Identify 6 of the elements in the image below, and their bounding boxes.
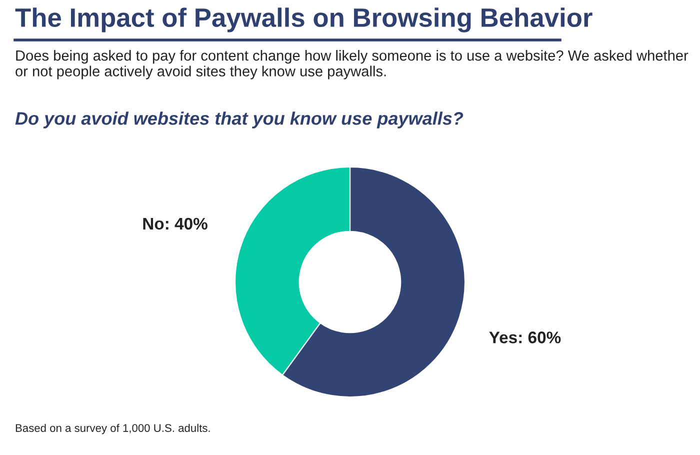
chart-title: The Impact of Paywalls on Browsing Behavior bbox=[15, 8, 592, 32]
slice-label: No: 40% bbox=[143, 218, 208, 230]
chart-subtitle: Does being asked to pay for content change how likely someone is to use a website? We asked whether or not people actively avoid sites they know use paywalls. bbox=[16, 50, 688, 80]
text: Based on a survey of 1,000 U.S. adults. bbox=[16, 424, 210, 434]
slice-label: Yes: 60% bbox=[489, 332, 561, 344]
text: Do you avoid websites that you know use paywalls? bbox=[15, 112, 464, 128]
